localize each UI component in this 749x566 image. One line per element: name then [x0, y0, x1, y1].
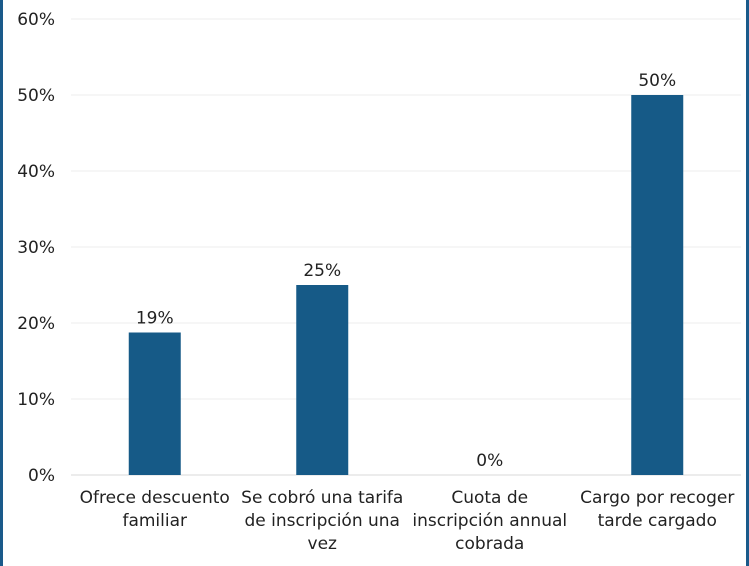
bar-chart: 0% 10% 20% 30% 40% 50% 60% 19% 25% 0% 50% Ofrece …	[17, 10, 741, 554]
category-label-line: inscripción annual	[412, 511, 567, 531]
category-label-line: Se cobró una tarifa	[241, 488, 403, 508]
data-label: 50%	[638, 71, 676, 91]
y-tick-label: 10%	[17, 390, 55, 410]
bar	[128, 332, 181, 475]
bar	[296, 285, 349, 475]
y-tick-label: 60%	[17, 10, 55, 30]
y-axis-tick-labels: 0% 10% 20% 30% 40% 50% 60%	[17, 10, 55, 486]
y-tick-label: 20%	[17, 314, 55, 334]
category-label-line: Cuota de	[451, 488, 528, 508]
category-label-line: vez	[308, 534, 338, 554]
category-labels: Ofrece descuento familiar Se cobró una tar…	[80, 488, 735, 554]
y-tick-label: 40%	[17, 162, 55, 182]
category-label-line: Cargo por recoger	[580, 488, 734, 508]
category-label-line: tarde cargado	[598, 511, 717, 531]
category-label-line: familiar	[122, 511, 187, 531]
category-label-line: cobrada	[455, 534, 524, 554]
y-tick-label: 0%	[28, 466, 55, 486]
data-label: 19%	[136, 309, 174, 329]
bar	[631, 95, 684, 475]
category-label: Cargo por recoger tarde cargado	[580, 488, 734, 531]
data-labels: 19% 25% 0% 50%	[136, 71, 676, 471]
category-label: Ofrece descuento familiar	[80, 488, 230, 531]
data-label: 0%	[476, 451, 503, 471]
y-tick-label: 30%	[17, 238, 55, 258]
gridlines	[71, 18, 741, 476]
data-label: 25%	[303, 261, 341, 281]
category-label-line: Ofrece descuento	[80, 488, 230, 508]
y-tick-label: 50%	[17, 86, 55, 106]
bars	[128, 95, 684, 475]
category-label: Cuota de inscripción annual cobrada	[412, 488, 567, 554]
category-label-line: de inscripción una	[245, 511, 400, 531]
category-label: Se cobró una tarifa de inscripción una vez	[241, 488, 403, 554]
